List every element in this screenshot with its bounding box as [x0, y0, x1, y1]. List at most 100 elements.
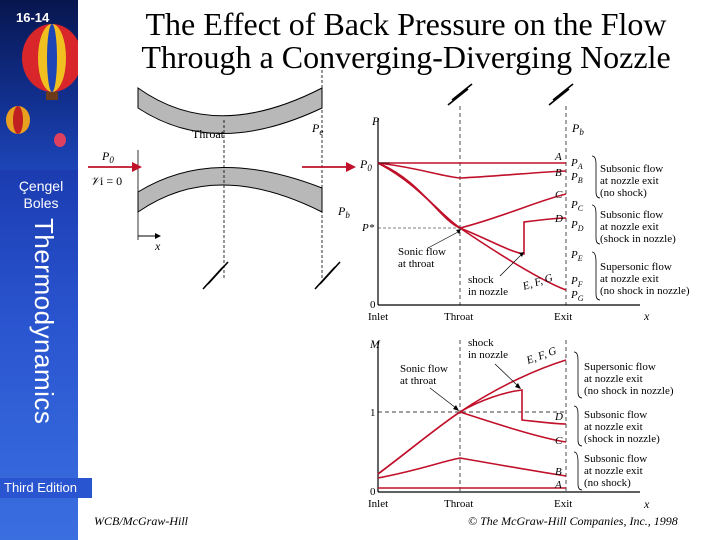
- pa-label: P: [570, 157, 578, 169]
- nozzle-lower-wall: [137, 166, 323, 213]
- pressure-zero: 0: [370, 299, 376, 311]
- mach-letter-d: D: [554, 411, 563, 423]
- mach-letter-a: A: [554, 479, 562, 491]
- pb-sub: b: [345, 210, 350, 220]
- p-note2-l1: Subsonic flow: [600, 209, 663, 221]
- pressure-labels: PA PB PC PD PE PF PG: [570, 157, 584, 303]
- svg-text:Pb: Pb: [571, 121, 584, 137]
- m-note2-l1: Subsonic flow: [584, 409, 647, 421]
- mach-tick-exit: Exit: [554, 498, 572, 510]
- p-note1-l2: at nozzle exit: [600, 175, 659, 187]
- pe2-sub: E: [577, 254, 583, 263]
- svg-text:Pe: Pe: [311, 121, 323, 137]
- edition-background: [0, 478, 92, 498]
- nozzle-upper-wall: [137, 87, 323, 134]
- svg-text:PA: PA: [570, 157, 583, 171]
- m-sonic-l2: at throat: [400, 375, 436, 387]
- svg-text:PD: PD: [570, 219, 584, 233]
- p-note3-l1: Supersonic flow: [600, 261, 672, 273]
- pressure-curves: [377, 162, 567, 291]
- title-line-2: Through a Converging-Diverging Nozzle: [141, 39, 671, 75]
- pb2-sub: B: [578, 176, 583, 185]
- book-title: Thermodynamics: [29, 218, 59, 425]
- svg-text:PE: PE: [570, 249, 583, 263]
- balloon-photo: [0, 0, 82, 170]
- m-note2-l3: (shock in nozzle): [584, 433, 660, 445]
- copyright-label: © The McGraw-Hill Companies, Inc., 1998: [468, 514, 678, 528]
- title-line-1: The Effect of Back Pressure on the Flow: [145, 6, 667, 42]
- mach-tick-inlet: Inlet: [368, 498, 388, 510]
- slide-number: 16-14: [16, 10, 50, 25]
- p-note2-l2: at nozzle exit: [600, 221, 659, 233]
- m-note3-l2: at nozzle exit: [584, 465, 643, 477]
- pd-sub: D: [577, 224, 584, 233]
- pressure-y-label: P: [371, 114, 380, 128]
- p-note1-l3: (no shock): [600, 187, 647, 199]
- mach-x-label: x: [643, 497, 650, 511]
- mach-plot: M x 1 0 Inlet Throat Exit E, F, G D C B …: [368, 337, 674, 511]
- pg-sub: G: [578, 294, 584, 303]
- pressure-plot: P x Pb P0 P* 0 Inlet Throat Exit A B C D…: [359, 106, 690, 323]
- mach-letter-c: C: [555, 435, 563, 447]
- p-sonic-l1: Sonic flow: [398, 246, 446, 258]
- m-note3-l1: Subsonic flow: [584, 453, 647, 465]
- pf-label: P: [570, 275, 578, 287]
- pf-sub: F: [577, 280, 583, 289]
- nozzle-diagram: Throat Pe P0 𝒱i = 0 Pb x: [88, 60, 356, 278]
- author-first: Çengel: [18, 178, 64, 194]
- m-note3-l3: (no shock): [584, 477, 631, 489]
- p0-label: P: [101, 149, 110, 163]
- balloon-icon: [6, 24, 82, 147]
- m-note2-l2: at nozzle exit: [584, 421, 643, 433]
- m-shock-l2: in nozzle: [468, 349, 508, 361]
- svg-text:PG: PG: [570, 289, 584, 303]
- pressure-braces: [591, 155, 601, 301]
- pc-label: P: [570, 199, 578, 211]
- pressure-curve-b: [377, 162, 567, 179]
- m-note1-l1: Supersonic flow: [584, 361, 656, 373]
- pb2-label: P: [570, 171, 578, 183]
- mach-curve-d: [459, 389, 567, 425]
- throat-label: Throat: [192, 127, 225, 141]
- svg-text:PB: PB: [570, 171, 583, 185]
- vi-eq: i = 0: [100, 174, 122, 188]
- p0-sub: 0: [109, 155, 114, 165]
- p-sonic-l2: at throat: [398, 258, 434, 270]
- pstar-label: P*: [361, 222, 375, 234]
- mach-one: 1: [370, 407, 376, 419]
- pressure-tick-exit: Exit: [554, 311, 572, 323]
- svg-text:PC: PC: [570, 199, 584, 213]
- nozzle-x-label: x: [154, 239, 161, 253]
- svg-text:𝒱i = 0: 𝒱i = 0: [90, 174, 122, 188]
- cut-marks: [202, 83, 574, 290]
- mach-letter-b: B: [555, 466, 562, 478]
- publisher-label: WCB/McGraw-Hill: [94, 514, 188, 528]
- m-note1-l3: (no shock in nozzle): [584, 385, 674, 397]
- p-note3-l2: at nozzle exit: [600, 273, 659, 285]
- pa-sub: A: [577, 162, 583, 171]
- pd-label: P: [570, 219, 578, 231]
- svg-text:PF: PF: [570, 275, 583, 289]
- mach-curves: [377, 359, 567, 489]
- pc-sub: C: [578, 204, 584, 213]
- pb-label: P: [337, 204, 346, 218]
- m-note1-l2: at nozzle exit: [584, 373, 643, 385]
- mach-braces: [573, 351, 583, 491]
- svg-text:Pb: Pb: [337, 204, 350, 220]
- mach-curve-b: [377, 457, 567, 479]
- mach-tick-throat: Throat: [444, 498, 473, 510]
- curve-letter-d: D: [554, 213, 563, 225]
- edition-label: Third Edition: [4, 480, 77, 495]
- p0-axis-sub: 0: [367, 163, 372, 173]
- pressure-tick-inlet: Inlet: [368, 311, 388, 323]
- p-note1-l1: Subsonic flow: [600, 163, 663, 175]
- curve-letter-c: C: [555, 189, 563, 201]
- curve-letter-b: B: [555, 167, 562, 179]
- m-shock-l1: shock: [468, 337, 494, 349]
